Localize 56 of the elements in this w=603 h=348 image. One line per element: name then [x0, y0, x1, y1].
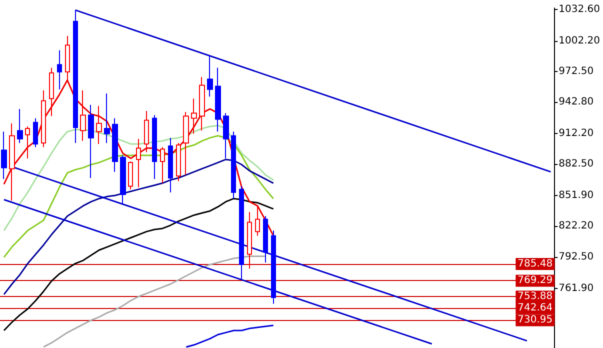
- candlestick: [223, 112, 229, 159]
- line-series: [3, 198, 274, 332]
- candlestick: [239, 186, 244, 280]
- candlestick: [96, 105, 102, 144]
- candlestick: [199, 76, 205, 132]
- ref-line-label: 785.48: [518, 258, 553, 270]
- candlestick: [136, 138, 141, 188]
- candlestick: [17, 108, 23, 144]
- candlestick: [41, 90, 46, 148]
- y-tick-label: 822.20: [558, 220, 594, 232]
- y-tick-label: 972.50: [558, 66, 594, 77]
- y-tick-label: 912.20: [558, 128, 594, 139]
- candlestick: [160, 146, 165, 184]
- candlestick: [263, 216, 268, 263]
- candlestick: [152, 114, 157, 180]
- candlestick: [33, 118, 38, 148]
- line-series: [3, 124, 274, 232]
- candlestick: [49, 67, 54, 117]
- candlestick: [176, 142, 181, 182]
- candlestick: [104, 93, 110, 144]
- candlestick: [9, 122, 15, 202]
- line-series: [3, 158, 274, 296]
- candlestick: [271, 230, 276, 304]
- line-series: [3, 135, 274, 258]
- y-tick-label: 792.50: [558, 251, 594, 262]
- candlestick: [247, 212, 252, 270]
- y-tick-label: 1002.20: [558, 35, 600, 46]
- candlestick: [255, 205, 260, 236]
- candlestick: [65, 35, 70, 81]
- ref-line-label: 753.88: [518, 291, 553, 302]
- candlestick: [231, 131, 236, 200]
- y-tick-label: 882.50: [558, 158, 594, 170]
- ref-line-label: 742.64: [518, 302, 553, 314]
- y-tick-label: 761.90: [558, 282, 594, 294]
- line-series: [42, 256, 266, 348]
- candlestick: [183, 112, 189, 176]
- line-series: [185, 324, 274, 348]
- candlestick: [128, 161, 133, 190]
- candlestick: [191, 98, 197, 134]
- candlestick: [57, 50, 62, 90]
- candlestick: [88, 104, 94, 178]
- y-tick-label: 1032.60: [558, 4, 600, 15]
- candlestick: [112, 118, 118, 172]
- candlestick: [215, 67, 221, 132]
- candlestick: [120, 154, 126, 204]
- candlestick: [25, 126, 30, 159]
- candlestick: [80, 90, 86, 142]
- candlestick: [1, 131, 7, 180]
- ref-line-label: 730.95: [518, 314, 553, 326]
- candlestick: [168, 137, 173, 193]
- y-tick-label: 851.90: [558, 190, 594, 202]
- y-tick-label: 942.80: [558, 96, 594, 108]
- candlestick: [73, 10, 78, 144]
- ref-line-label: 769.29: [518, 275, 553, 286]
- candlestick: [144, 110, 149, 153]
- candlestick: [207, 56, 213, 98]
